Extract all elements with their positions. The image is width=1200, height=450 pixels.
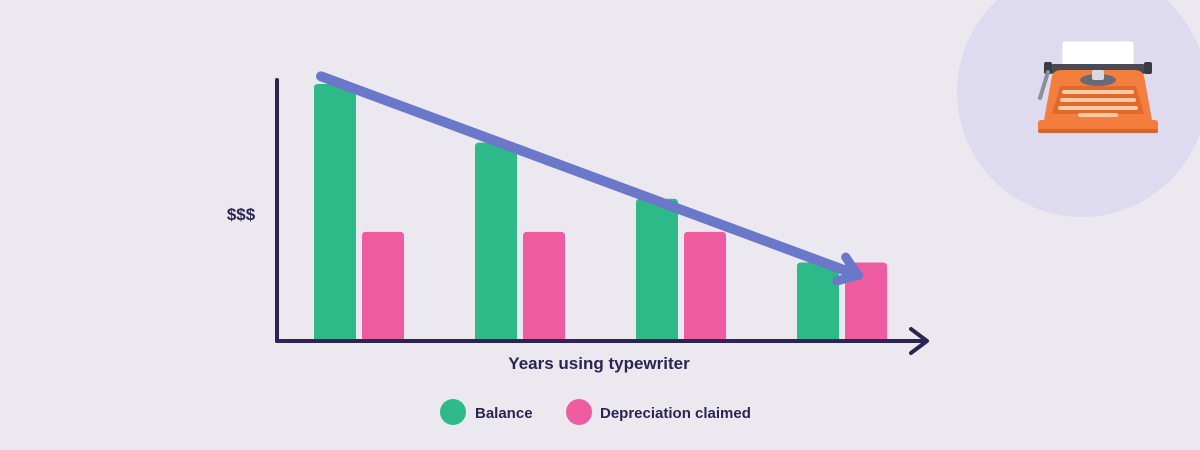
bar-balance <box>314 84 356 341</box>
x-axis-title: Years using typewriter <box>508 354 690 373</box>
bar-balance <box>797 262 839 341</box>
legend: Balance Depreciation claimed <box>440 399 751 425</box>
bar-balance <box>636 198 678 341</box>
legend-label-balance: Balance <box>475 405 533 422</box>
x-axis-arrowhead <box>909 327 929 355</box>
bar-depreciation <box>362 231 404 341</box>
y-axis-title: $$$ <box>227 205 256 224</box>
plot-area <box>314 71 887 341</box>
trend-arrow-line <box>316 71 863 281</box>
bar-balance <box>475 142 517 341</box>
typewriter-icon <box>1038 40 1158 133</box>
bar-depreciation <box>845 262 887 341</box>
bar-depreciation <box>523 231 565 341</box>
bar-depreciation <box>684 231 726 341</box>
legend-swatch-depreciation <box>566 399 592 425</box>
legend-label-depreciation: Depreciation claimed <box>600 405 751 422</box>
trend-arrow-head <box>832 252 863 286</box>
legend-swatch-balance <box>440 399 466 425</box>
